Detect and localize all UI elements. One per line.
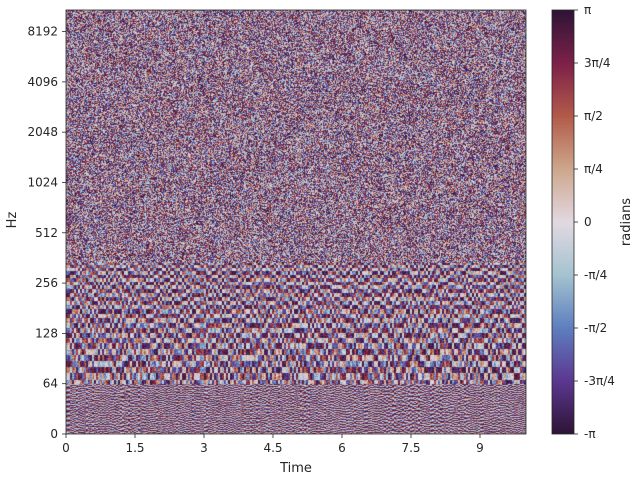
y-tick-label: 0	[50, 427, 58, 441]
x-tick-label: 4.5	[263, 441, 282, 455]
x-tick-label: 6	[338, 441, 346, 455]
y-tick-label: 2048	[27, 125, 58, 139]
y-axis-ticks: 0 64 128 256 512 1024 2048 4096 8192	[27, 25, 66, 441]
colorbar-tick-label: 3π/4	[584, 56, 611, 70]
x-tick-label: 7.5	[401, 441, 420, 455]
phase-heatmap	[66, 10, 526, 434]
colorbar-ticks: -π -3π/4 -π/2 -π/4 0 π/4 π/2 3π/4 π	[574, 3, 615, 441]
colorbar-gradient	[552, 10, 574, 434]
heatmap-canvas-holder	[66, 10, 526, 434]
x-axis-label: Time	[279, 461, 312, 476]
colorbar-tick-label: -π/2	[584, 321, 607, 335]
colorbar: -π -3π/4 -π/2 -π/4 0 π/4 π/2 3π/4 π radians	[551, 3, 634, 441]
y-tick-label: 1024	[27, 175, 58, 189]
x-tick-label: 9	[476, 441, 484, 455]
colorbar-tick-label: π/2	[584, 109, 603, 123]
x-tick-label: 0	[62, 441, 70, 455]
y-tick-label: 64	[43, 377, 58, 391]
colorbar-tick-label: π	[584, 3, 591, 17]
y-axis-label: Hz	[5, 212, 20, 229]
plot-frame	[65, 9, 527, 435]
y-tick-label: 8192	[27, 25, 58, 39]
colorbar-label: radians	[619, 198, 634, 246]
x-tick-label: 1.5	[125, 441, 144, 455]
colorbar-tick-label: π/4	[584, 162, 603, 176]
colorbar-tick-label: -π/4	[584, 268, 607, 282]
heatmap-plot	[65, 9, 527, 435]
y-tick-label: 256	[35, 276, 58, 290]
colorbar-tick-label: -3π/4	[584, 374, 615, 388]
colorbar-tick-label: -π	[584, 427, 596, 441]
y-tick-label: 128	[35, 326, 58, 340]
x-axis-ticks: 0 1.5 3 4.5 6 7.5 9	[62, 434, 484, 455]
y-tick-label: 4096	[27, 75, 58, 89]
x-tick-label: 3	[200, 441, 208, 455]
y-tick-label: 512	[35, 226, 58, 240]
colorbar-tick-label: 0	[584, 215, 592, 229]
colorbar-canvas-holder	[552, 10, 574, 434]
